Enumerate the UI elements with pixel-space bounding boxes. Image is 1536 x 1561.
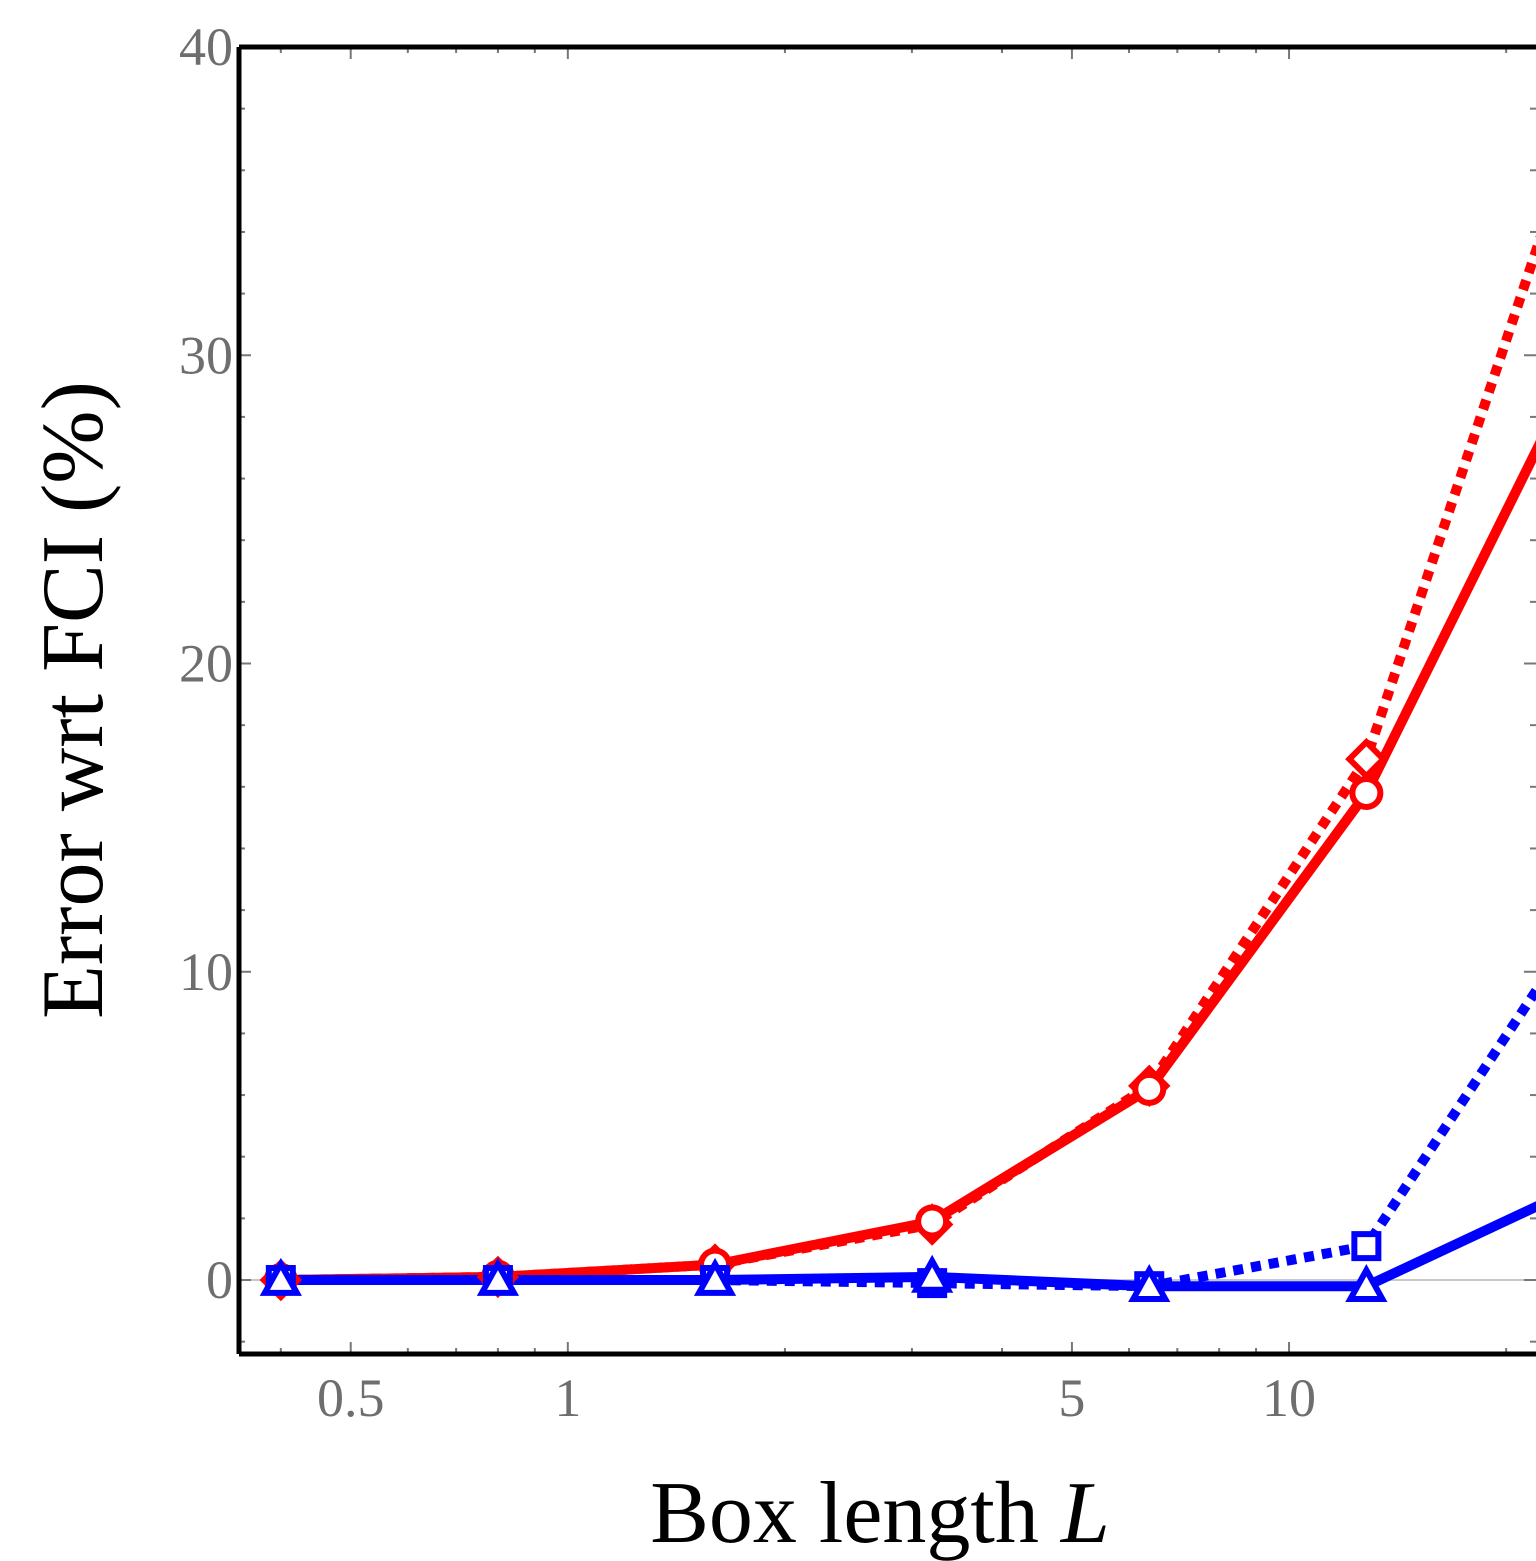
x-tick-label: 10 xyxy=(1262,1368,1316,1428)
marker-triangle xyxy=(911,1254,954,1293)
marker-triangle xyxy=(693,1257,737,1296)
series-line-circle xyxy=(280,439,1536,1285)
y-tick-label: 30 xyxy=(179,325,233,385)
y-tick-label: 40 xyxy=(179,17,233,77)
y-tick-label: 10 xyxy=(179,942,233,1002)
marker-square xyxy=(1351,1231,1382,1262)
marker-triangle xyxy=(1128,1264,1171,1302)
y-axis-title: Error wrt FCI (%) xyxy=(25,381,122,1019)
series-line-diamond xyxy=(280,235,1536,1285)
marker-triangle xyxy=(1345,1264,1388,1302)
marker-circle xyxy=(1132,1071,1167,1106)
marker-circle xyxy=(1349,775,1384,810)
x-tick-label: 1 xyxy=(554,1368,581,1428)
marker-triangle xyxy=(259,1257,302,1296)
x-axis-title: Box length L xyxy=(650,1465,1110,1561)
x-tick-label: 0.5 xyxy=(317,1368,385,1428)
y-tick-label: 0 xyxy=(206,1250,233,1310)
x-tick-label: 5 xyxy=(1058,1368,1085,1428)
y-tick-label: 20 xyxy=(179,634,233,694)
marker-triangle xyxy=(476,1257,520,1296)
series-line-triangle xyxy=(280,1201,1536,1292)
marker-circle xyxy=(915,1204,950,1239)
